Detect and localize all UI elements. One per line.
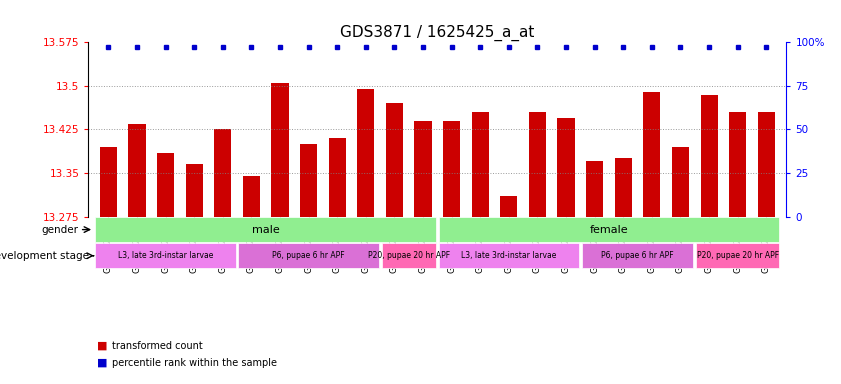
Text: L3, late 3rd-instar larvae: L3, late 3rd-instar larvae bbox=[118, 251, 214, 260]
Bar bbox=[558, 118, 574, 217]
Text: L3, late 3rd-instar larvae: L3, late 3rd-instar larvae bbox=[461, 251, 557, 260]
Bar bbox=[129, 124, 145, 217]
Bar bbox=[214, 129, 231, 217]
Bar bbox=[672, 147, 689, 217]
Bar bbox=[758, 112, 775, 217]
Bar bbox=[472, 112, 489, 217]
Bar bbox=[443, 121, 460, 217]
Bar bbox=[701, 94, 717, 217]
Text: male: male bbox=[251, 225, 279, 235]
Text: percentile rank within the sample: percentile rank within the sample bbox=[112, 358, 277, 368]
Bar bbox=[415, 121, 431, 217]
Bar bbox=[529, 112, 546, 217]
Bar bbox=[729, 112, 746, 217]
Bar bbox=[243, 176, 260, 217]
Bar bbox=[239, 243, 378, 268]
Bar bbox=[582, 243, 693, 268]
Text: P6, pupae 6 hr APF: P6, pupae 6 hr APF bbox=[272, 251, 345, 260]
Text: P20, pupae 20 hr APF: P20, pupae 20 hr APF bbox=[368, 251, 450, 260]
Text: P20, pupae 20 hr APF: P20, pupae 20 hr APF bbox=[696, 251, 779, 260]
Bar bbox=[272, 83, 288, 217]
Bar bbox=[439, 243, 579, 268]
Bar bbox=[696, 243, 779, 268]
Bar bbox=[439, 217, 779, 242]
Bar bbox=[500, 196, 517, 217]
Bar bbox=[96, 243, 235, 268]
Bar bbox=[386, 103, 403, 217]
Bar bbox=[643, 92, 660, 217]
Bar bbox=[157, 152, 174, 217]
Bar bbox=[186, 164, 203, 217]
Text: development stage: development stage bbox=[0, 251, 89, 261]
Bar bbox=[357, 89, 374, 217]
Bar bbox=[382, 243, 436, 268]
Text: female: female bbox=[590, 225, 628, 235]
Text: P6, pupae 6 hr APF: P6, pupae 6 hr APF bbox=[601, 251, 674, 260]
Bar bbox=[329, 138, 346, 217]
Title: GDS3871 / 1625425_a_at: GDS3871 / 1625425_a_at bbox=[340, 25, 535, 41]
Bar bbox=[300, 144, 317, 217]
Text: ■: ■ bbox=[97, 341, 107, 351]
Bar bbox=[100, 147, 117, 217]
Text: transformed count: transformed count bbox=[112, 341, 203, 351]
Bar bbox=[615, 159, 632, 217]
Text: ■: ■ bbox=[97, 358, 107, 368]
Bar bbox=[586, 161, 603, 217]
Text: gender: gender bbox=[41, 225, 78, 235]
Bar bbox=[96, 217, 436, 242]
